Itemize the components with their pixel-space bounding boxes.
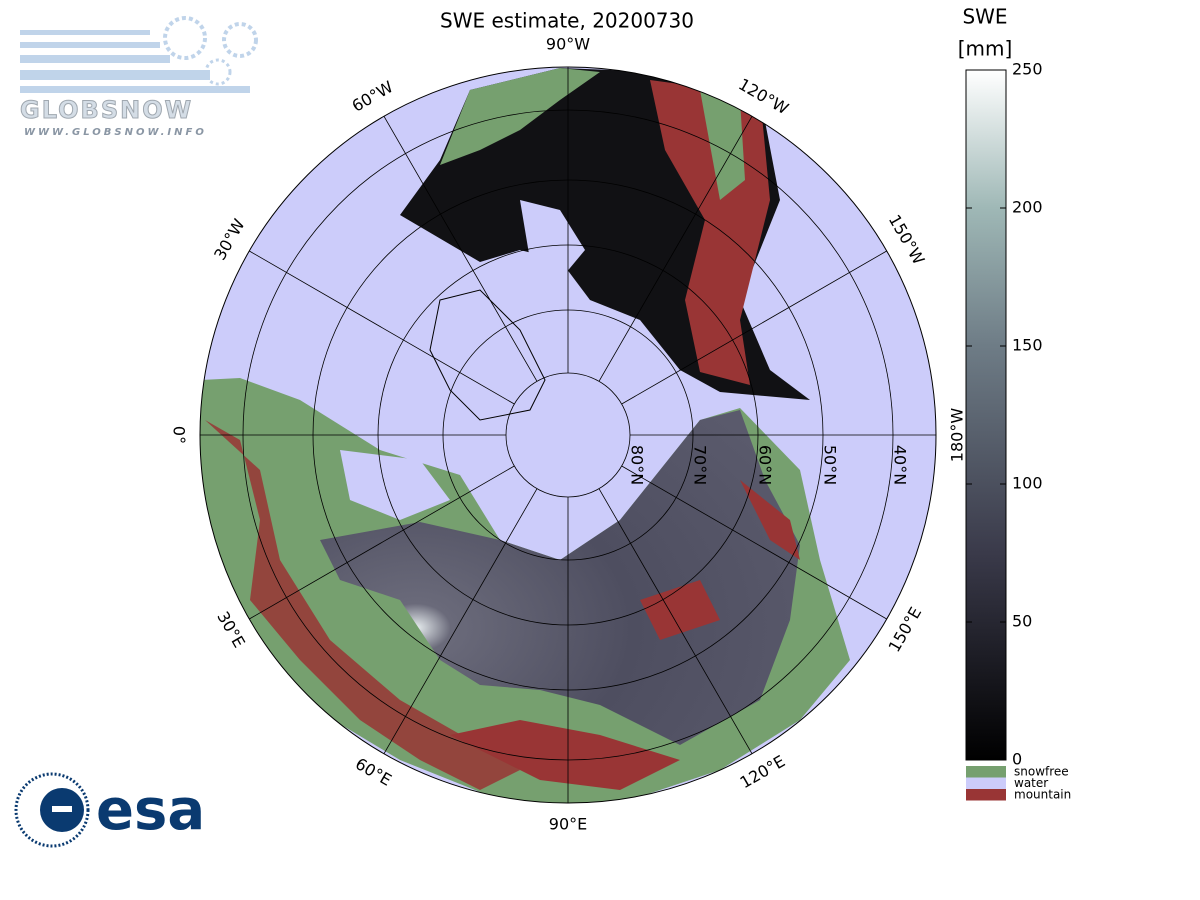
map-title: SWE estimate, 20200730 (440, 9, 694, 33)
colorbar-tick-label: 250 (1012, 60, 1043, 79)
longitude-label: 60°W (349, 77, 397, 116)
longitude-label: 90°W (546, 35, 590, 54)
siberia-mountains (640, 480, 800, 640)
central-asia-mountains (450, 720, 680, 790)
longitude-label: 30°E (213, 608, 249, 651)
latitude-label: 50°N (821, 445, 840, 485)
latitude-label: 80°N (628, 445, 647, 485)
meridian (598, 116, 753, 382)
longitude-label: 0° (170, 426, 189, 444)
legend-label: mountain (1014, 788, 1071, 802)
longitude-label: 90°E (549, 815, 587, 834)
latitude-label: 70°N (691, 445, 710, 485)
colorbar-scale (965, 69, 1007, 761)
colorbar-tick-label: 200 (1012, 198, 1043, 217)
eurasia-snow (320, 410, 800, 745)
north-america-snowfree (700, 90, 745, 200)
esa-logo: esa (14, 772, 205, 848)
meridian (383, 116, 538, 382)
meridian (621, 465, 887, 620)
meridian (249, 250, 515, 405)
colorbar-tick-label: 50 (1012, 612, 1032, 631)
hudson-bay (520, 200, 585, 280)
globsnow-url: WWW.GLOBSNOW.INFO (24, 127, 207, 138)
greenland-outline (429, 289, 546, 421)
globsnow-logo: GLOBSNOW WWW.GLOBSNOW.INFO (20, 16, 258, 138)
longitude-label: 180°W (948, 408, 967, 463)
longitude-label: 30°W (210, 215, 249, 263)
longitude-label: 60°E (352, 754, 395, 790)
colorbar-tick-label: 150 (1012, 336, 1043, 355)
north-america-snowfree (440, 68, 600, 165)
meridian (383, 488, 538, 754)
legend-label: snowfree (1014, 765, 1069, 779)
globe (200, 67, 936, 803)
baltic-sea (340, 450, 450, 520)
colorbar-tick-label: 100 (1012, 474, 1043, 493)
legend-swatch (966, 766, 1006, 778)
meridian (621, 250, 887, 405)
globsnow-name: GLOBSNOW (20, 96, 193, 124)
graticule (200, 67, 936, 803)
colorbar-label: SWE (962, 5, 1007, 29)
colorbar-unit: [mm] (958, 37, 1013, 61)
globe-border (199, 66, 937, 804)
legend-swatch (966, 777, 1006, 789)
latitude-label: 40°N (891, 445, 910, 485)
meridian (249, 465, 515, 620)
legend-swatch (966, 789, 1006, 801)
meridian (598, 488, 753, 754)
esa-name: esa (96, 778, 205, 843)
latitude-label: 60°N (756, 445, 775, 485)
colorbar-tick-label: 0 (1012, 750, 1022, 769)
legend-label: water (1014, 776, 1048, 790)
